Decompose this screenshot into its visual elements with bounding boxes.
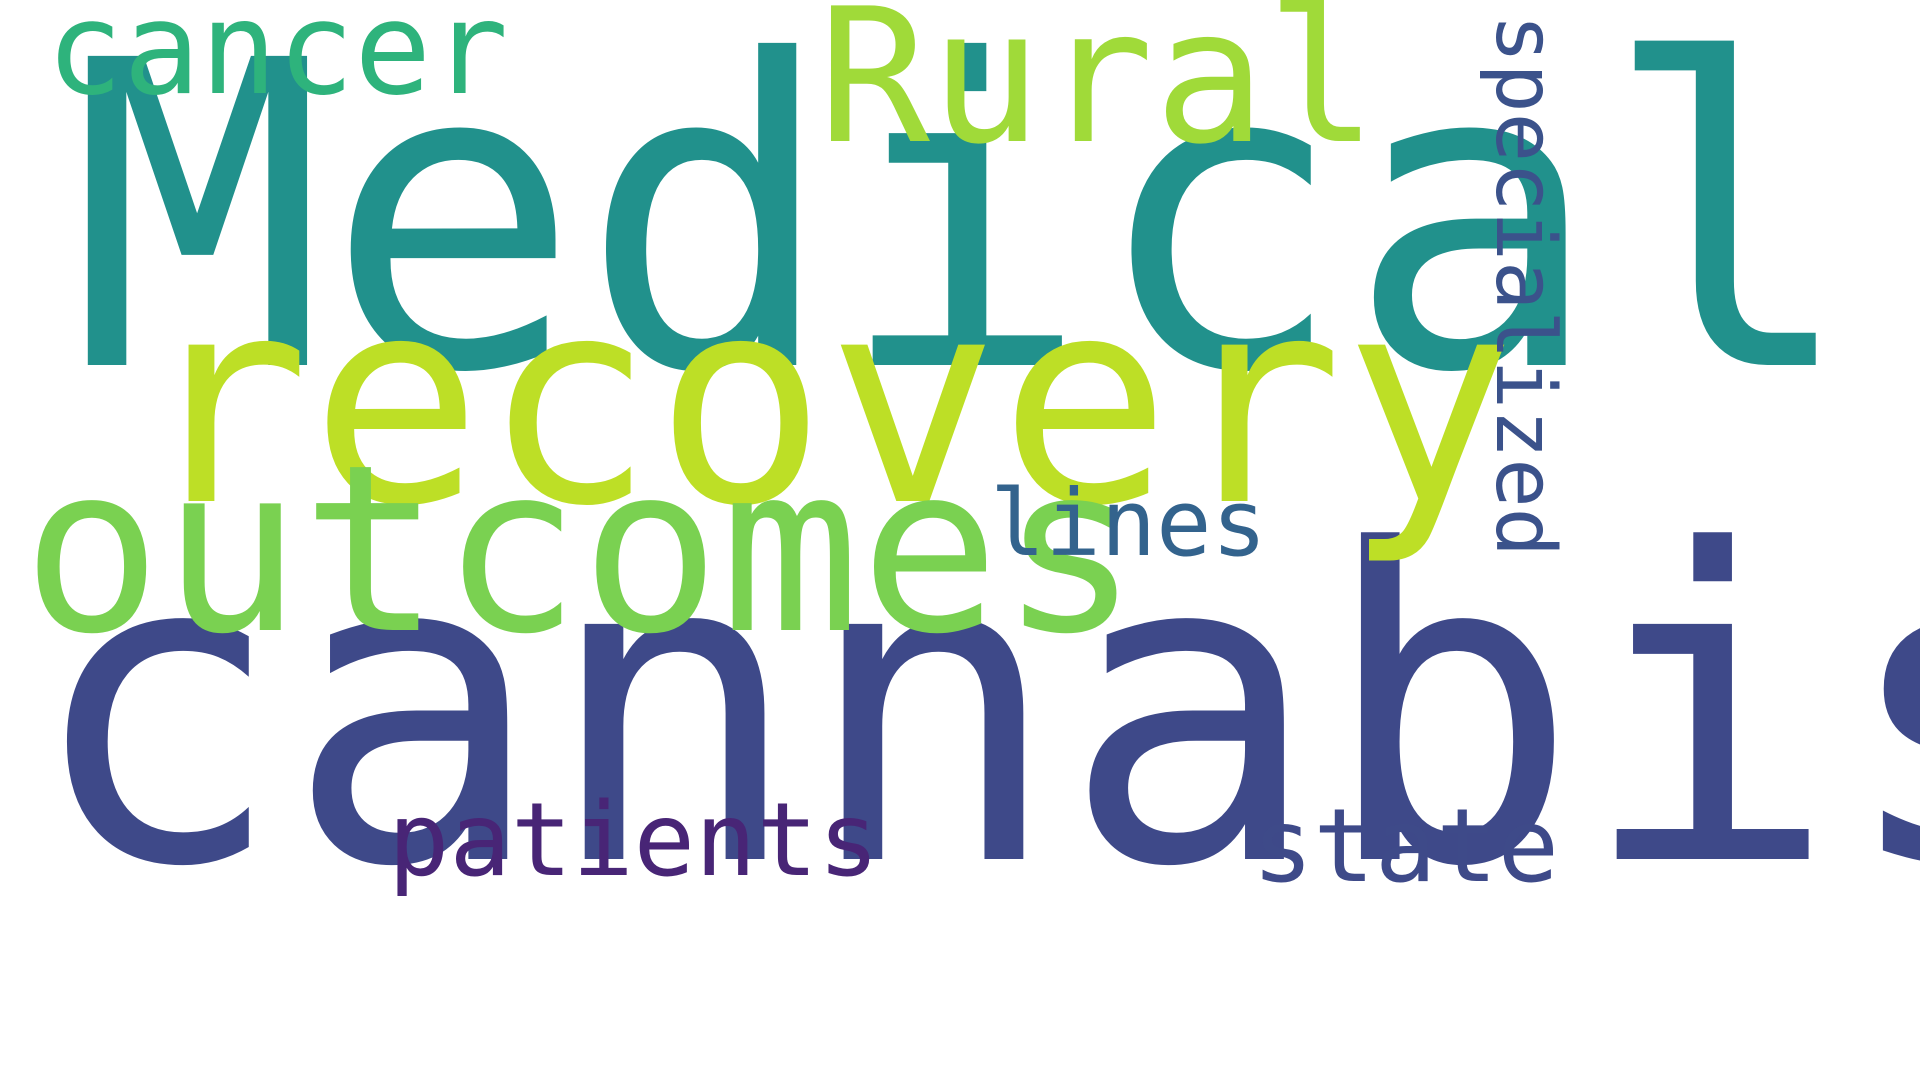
word-cancer: cancer xyxy=(46,0,509,124)
word-lines: lines xyxy=(990,470,1267,577)
word-rural: Rural xyxy=(818,0,1378,185)
word-medical: Medical xyxy=(70,0,1857,465)
word-cannabis: cannabis xyxy=(26,461,1920,961)
word-specialized: specialized xyxy=(1477,14,1572,558)
word-outcomes: outcomes xyxy=(22,415,1140,685)
word-recovery: recovery xyxy=(138,237,1516,569)
word-state: state xyxy=(1252,787,1560,906)
word-patients: patients xyxy=(388,781,880,900)
